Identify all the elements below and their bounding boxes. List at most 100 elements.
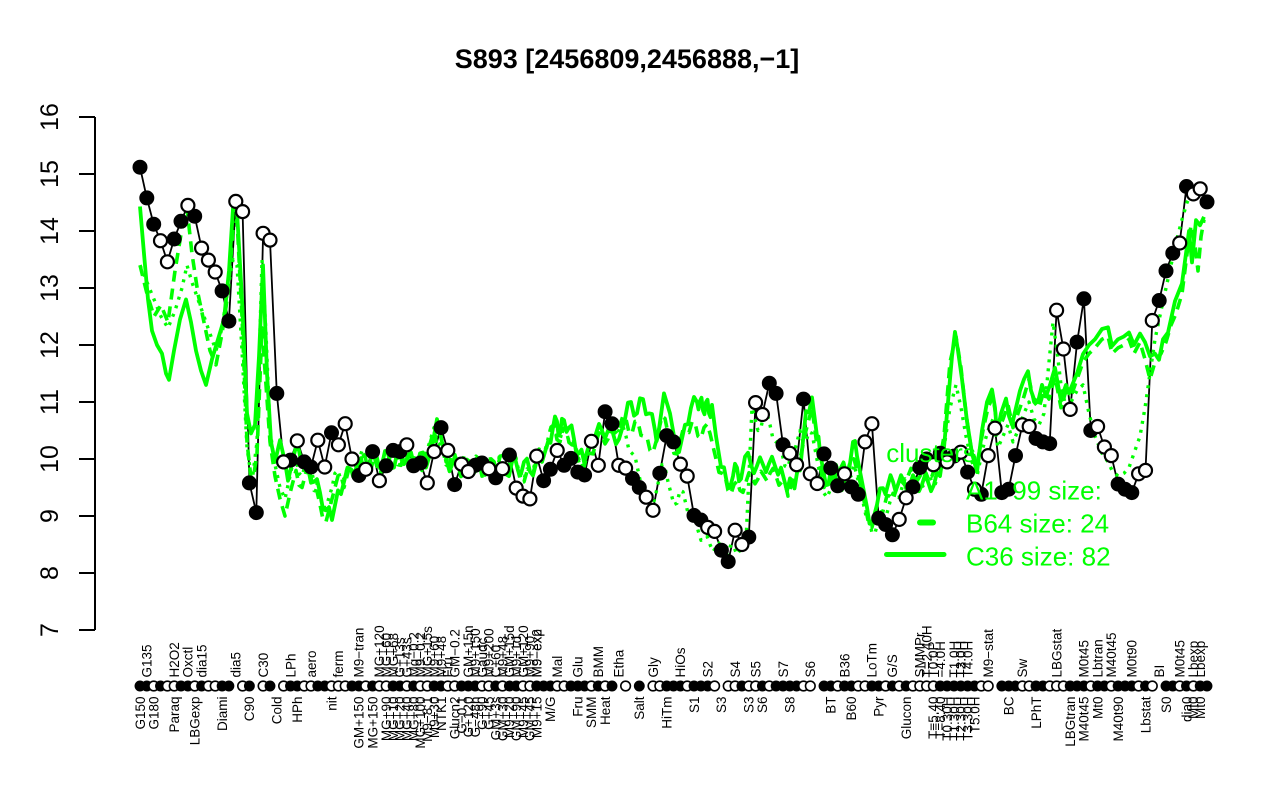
svg-text:NTK1: NTK1: [434, 697, 449, 732]
svg-text:HPh: HPh: [290, 697, 305, 723]
svg-text:C36 size: 82: C36 size: 82: [966, 542, 1111, 572]
svg-text:G/S: G/S: [885, 654, 900, 677]
svg-text:S7: S7: [776, 661, 791, 678]
svg-text:G+90: G+90: [475, 697, 490, 730]
svg-text:M9−8:1: M9−8:1: [420, 697, 435, 742]
svg-text:12: 12: [36, 331, 64, 359]
svg-text:Salt: Salt: [632, 696, 647, 720]
svg-text:M9−0.2: M9−0.2: [413, 632, 428, 677]
svg-text:H2O2: H2O2: [167, 642, 182, 677]
svg-text:LBGstat: LBGstat: [1049, 628, 1064, 677]
svg-text:M9+48: M9+48: [495, 636, 510, 678]
svg-text:G−0.1: G−0.1: [454, 697, 469, 734]
svg-text:aero: aero: [304, 650, 319, 677]
svg-text:M9+60: M9+60: [427, 636, 442, 678]
svg-text:T=2.40H: T=2.40H: [919, 625, 934, 677]
svg-text:M40t90: M40t90: [1111, 697, 1126, 742]
svg-text:8: 8: [36, 566, 64, 580]
svg-text:M0t45: M0t45: [1077, 640, 1092, 678]
svg-text:MG+20: MG+20: [393, 697, 408, 742]
svg-text:11: 11: [36, 389, 64, 415]
svg-text:C90: C90: [242, 697, 257, 722]
svg-text:Pyr: Pyr: [872, 696, 887, 717]
svg-text:G+120: G+120: [461, 697, 476, 738]
svg-text:SMMPr: SMMPr: [913, 632, 928, 678]
svg-text:MG+120: MG+120: [372, 625, 387, 677]
svg-text:Glu: Glu: [571, 656, 586, 677]
svg-text:T1.30H: T1.30H: [947, 697, 962, 741]
svg-text:BMM: BMM: [591, 646, 606, 678]
svg-text:LPhT: LPhT: [1029, 697, 1044, 729]
svg-text:T2.0H: T2.0H: [954, 641, 969, 678]
svg-text:nit: nit: [324, 696, 339, 711]
svg-text:dia15: dia15: [194, 644, 209, 677]
svg-text:HiOs: HiOs: [673, 647, 688, 677]
svg-text:LBGexp: LBGexp: [188, 697, 203, 746]
svg-text:M9+90: M9+90: [523, 636, 538, 678]
svg-text:Heat: Heat: [598, 696, 613, 725]
svg-text:GM+45: GM+45: [523, 697, 538, 742]
svg-text:BT: BT: [824, 697, 839, 714]
svg-text:M9+45: M9+45: [516, 697, 531, 739]
svg-text:S4: S4: [728, 660, 743, 677]
svg-text:MG+15s: MG+15s: [420, 626, 435, 678]
svg-text:Fru: Fru: [441, 657, 456, 677]
svg-text:14: 14: [36, 217, 64, 245]
svg-text:clusters: clusters: [886, 438, 976, 468]
svg-text:ferm: ferm: [331, 651, 346, 678]
svg-text:Glucon: Glucon: [899, 697, 914, 740]
svg-text:T0.30H: T0.30H: [940, 697, 955, 741]
svg-text:dia0: dia0: [1179, 697, 1194, 723]
svg-text:16: 16: [36, 103, 64, 131]
svg-text:S1: S1: [687, 697, 702, 714]
svg-text:B36: B36: [837, 653, 852, 677]
svg-text:T5.0H: T5.0H: [967, 697, 982, 734]
svg-text:Mt0: Mt0: [1090, 697, 1105, 720]
svg-text:dia5: dia5: [229, 652, 244, 678]
svg-text:G+45: G+45: [482, 697, 497, 730]
svg-text:Fru: Fru: [571, 697, 586, 717]
svg-text:B60: B60: [844, 697, 859, 721]
svg-text:M9−stat: M9−stat: [981, 629, 996, 678]
svg-text:G180: G180: [147, 697, 162, 730]
svg-text:HiTm: HiTm: [660, 697, 675, 729]
svg-text:G+13s: G+13s: [393, 637, 408, 677]
svg-text:M0t45: M0t45: [1173, 640, 1188, 678]
svg-text:=4.0H: =4.0H: [933, 641, 948, 677]
svg-text:T=8:40: T=8:40: [933, 697, 948, 739]
svg-text:Paraq: Paraq: [167, 697, 182, 733]
svg-text:G135: G135: [140, 644, 155, 677]
svg-text:Lbtran: Lbtran: [1090, 639, 1105, 677]
svg-text:G−48h: G−48h: [468, 697, 483, 738]
svg-text:MG+60: MG+60: [379, 633, 394, 678]
svg-text:LPh: LPh: [283, 653, 298, 677]
svg-text:S6: S6: [803, 661, 818, 678]
svg-text:MG+90: MG+90: [379, 697, 394, 742]
svg-text:GM+15d: GM+15d: [502, 625, 517, 677]
svg-text:Mt0: Mt0: [1193, 697, 1208, 720]
svg-text:M9−tran: M9−tran: [352, 628, 367, 678]
svg-text:S3: S3: [714, 697, 729, 714]
svg-text:C30: C30: [256, 653, 271, 678]
svg-text:MG+150: MG+150: [365, 697, 380, 749]
svg-text:T≡5.40: T≡5.40: [926, 697, 941, 739]
svg-text:M9+15: M9+15: [530, 697, 545, 739]
svg-text:M9+1d: M9+1d: [509, 636, 524, 678]
svg-text:M9−exp: M9−exp: [530, 629, 545, 677]
svg-text:Gaudc: Gaudc: [475, 637, 490, 677]
svg-text:Lbstat: Lbstat: [1138, 696, 1153, 733]
svg-text:S2: S2: [701, 661, 716, 678]
svg-text:M40t45: M40t45: [1077, 697, 1092, 742]
svg-text:GM+90: GM+90: [509, 697, 524, 742]
svg-text:BC: BC: [1002, 696, 1017, 715]
svg-text:LBGtran: LBGtran: [1063, 697, 1078, 747]
svg-text:GM+30: GM+30: [495, 697, 510, 742]
svg-text:GM−0.2: GM−0.2: [447, 629, 462, 677]
svg-text:BI: BI: [1152, 665, 1167, 678]
svg-text:T2.30H: T2.30H: [954, 697, 969, 741]
svg-text:A1 99 size:: A1 99 size:: [966, 476, 1102, 506]
svg-text:GM+120: GM+120: [516, 625, 531, 677]
svg-text:S5: S5: [748, 661, 763, 678]
svg-text:GM+15n: GM+15n: [461, 625, 476, 677]
svg-text:Gly: Gly: [646, 657, 661, 678]
